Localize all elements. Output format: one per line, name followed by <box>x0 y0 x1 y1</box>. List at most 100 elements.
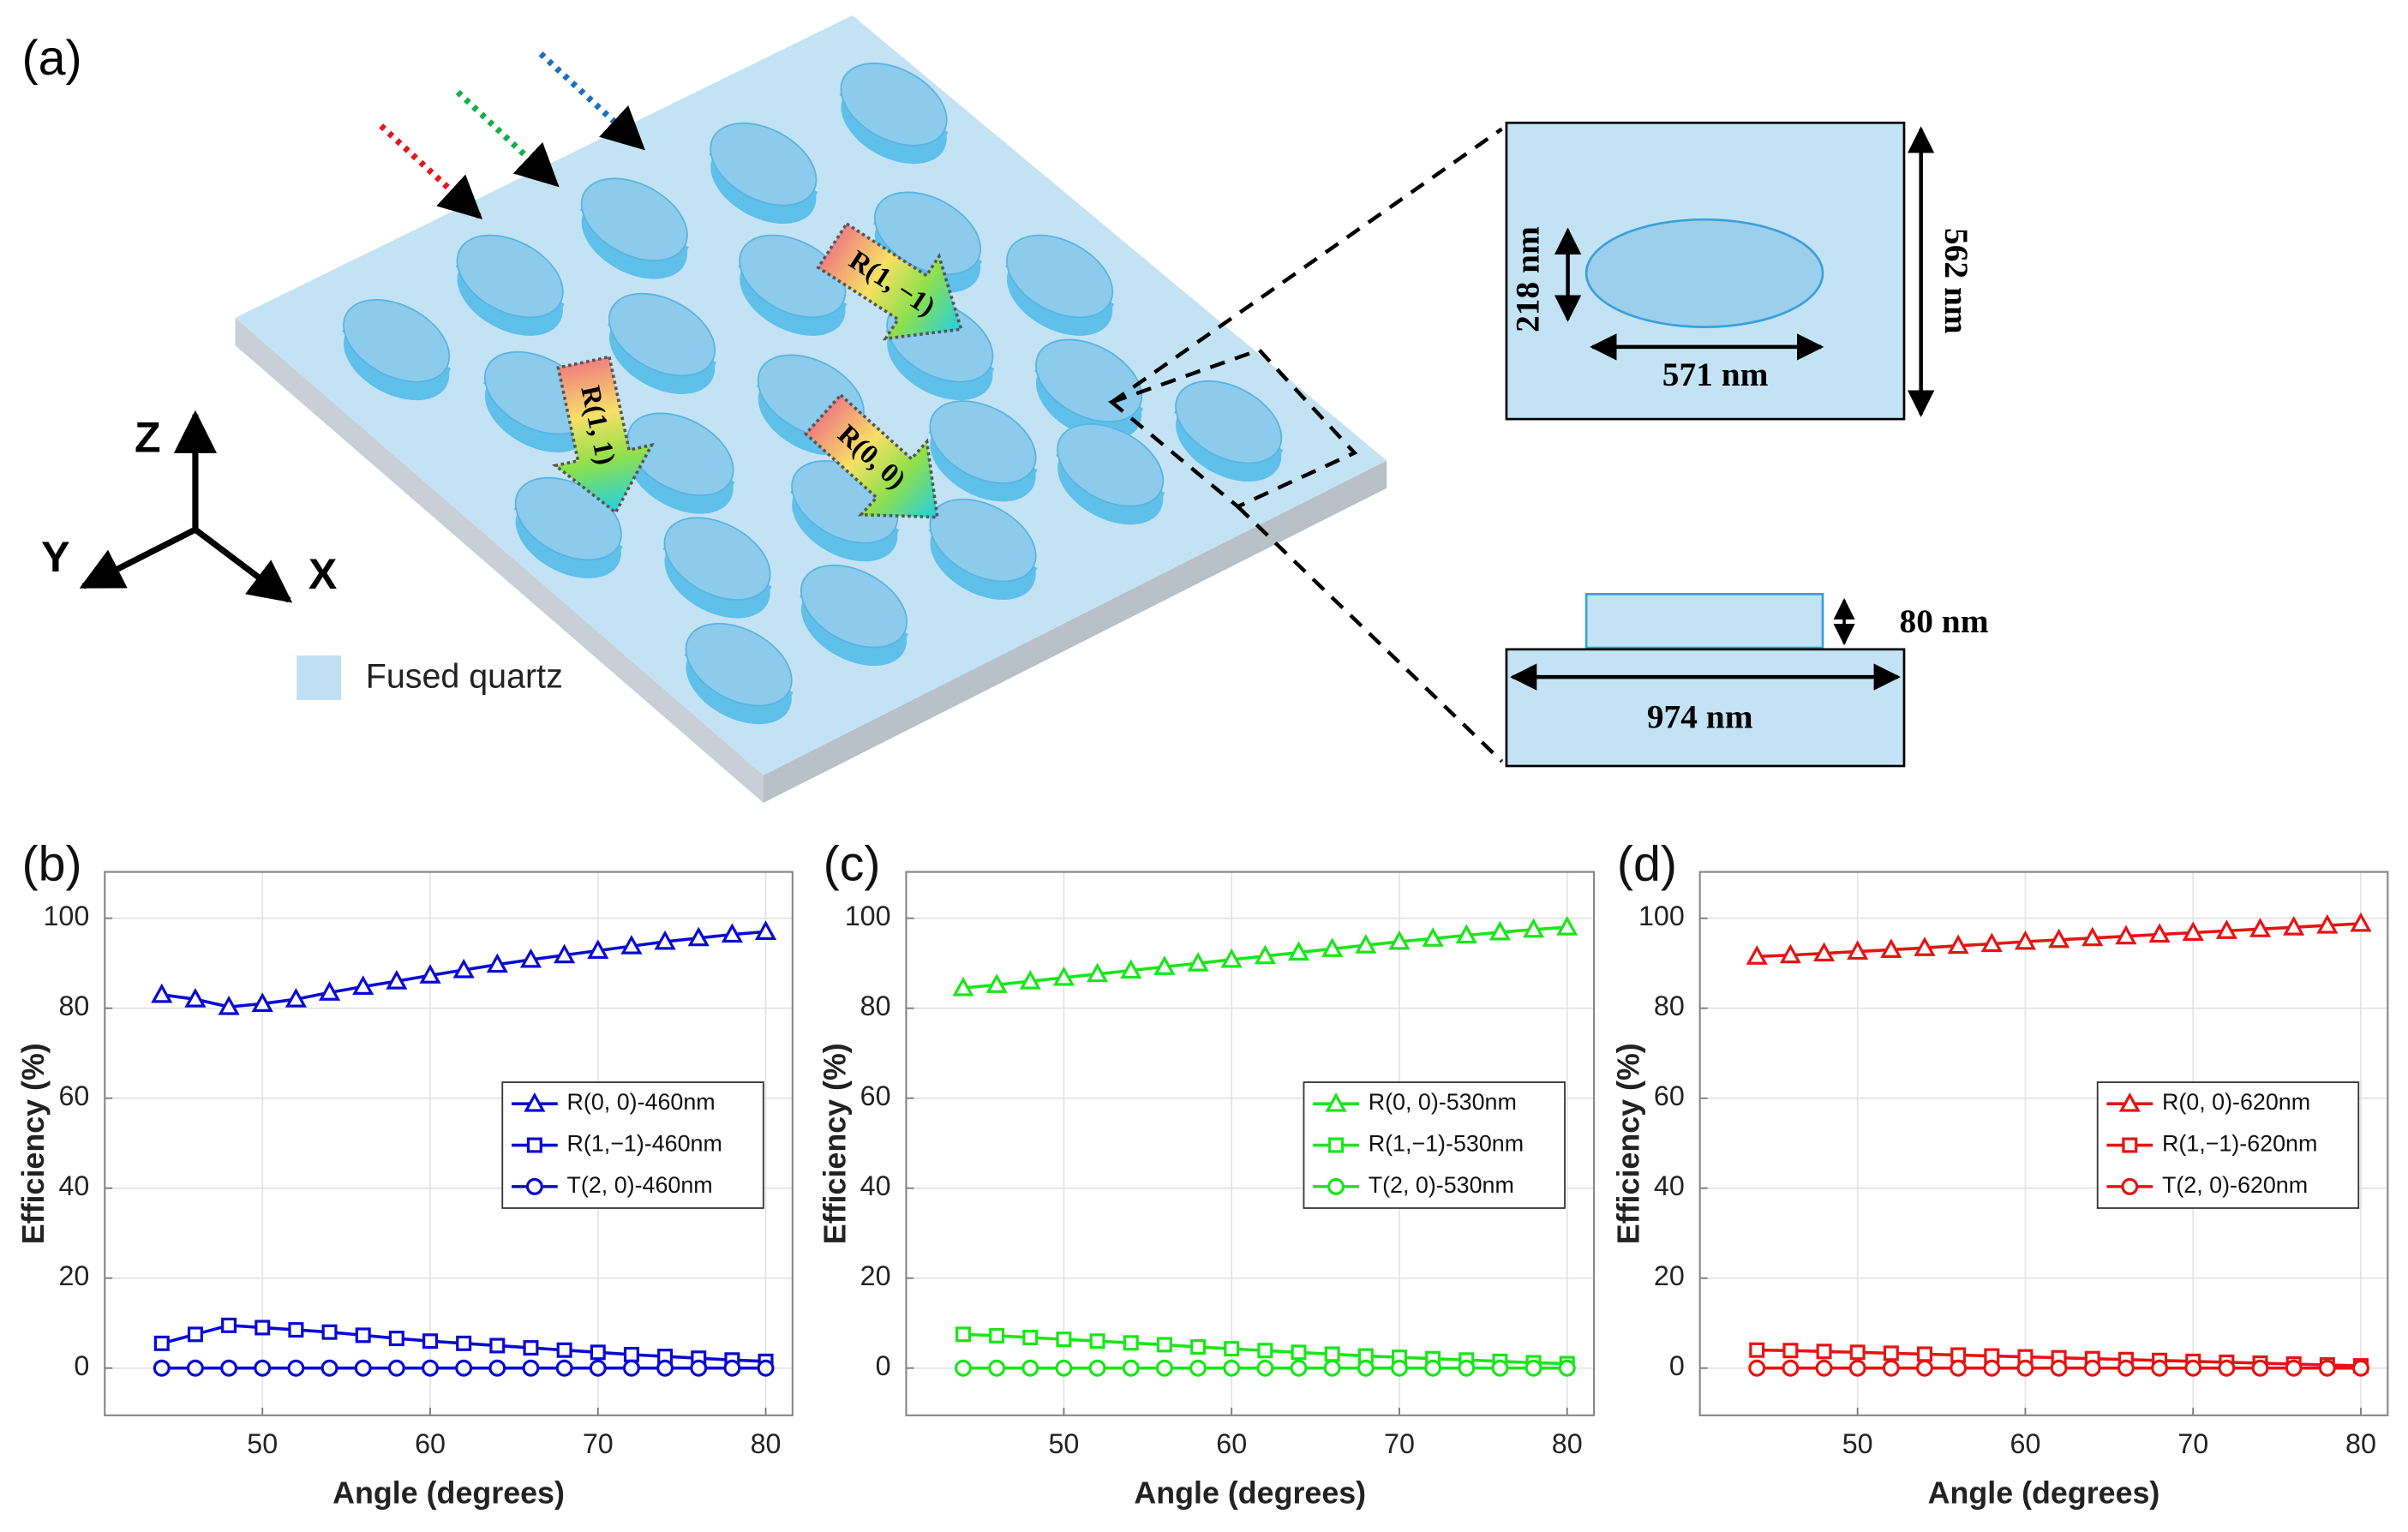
y-tick-label: 100 <box>1638 901 1685 931</box>
legend-label: R(1,−1)-620nm <box>2162 1131 2317 1157</box>
marker <box>318 981 341 1001</box>
pillar-top <box>840 63 948 147</box>
pillar-top <box>608 292 716 377</box>
marker <box>1357 1359 1375 1377</box>
y-tick-label: 20 <box>1654 1260 1685 1291</box>
marker <box>2016 1359 2034 1377</box>
y-tick-label: 40 <box>58 1170 89 1201</box>
marker <box>1257 1343 1273 1359</box>
marker <box>656 1359 674 1377</box>
plot-frame <box>104 871 794 1416</box>
marker <box>721 923 743 943</box>
marker <box>1223 1359 1241 1377</box>
marker <box>387 1359 405 1377</box>
marker <box>251 992 273 1012</box>
marker <box>589 1359 607 1377</box>
marker <box>519 948 542 968</box>
marker <box>1916 1359 1933 1377</box>
marker <box>1779 943 1801 964</box>
marker <box>1290 1359 1308 1377</box>
marker <box>184 988 207 1008</box>
y-tick-label: 0 <box>74 1350 89 1381</box>
legend-marker <box>1328 1137 1345 1153</box>
axis-label: Y <box>41 533 69 581</box>
marker <box>955 1359 972 1377</box>
y-tick-label: 80 <box>860 990 891 1021</box>
pillar-top <box>626 412 734 497</box>
pillar-top <box>1006 234 1114 319</box>
marker <box>1056 1332 1072 1348</box>
marker <box>2352 1359 2369 1377</box>
y-tick-label: 40 <box>860 1170 891 1201</box>
marker <box>1190 1339 1207 1355</box>
marker <box>452 958 475 978</box>
marker <box>1848 1359 1866 1377</box>
marker <box>1155 1359 1173 1377</box>
pillars <box>342 63 1284 725</box>
x-tick-label: 50 <box>1049 1428 1080 1459</box>
marker <box>1424 1359 1442 1377</box>
marker <box>1122 1359 1140 1377</box>
legend-label: T(2, 0)-620nm <box>2162 1172 2308 1198</box>
marker <box>2182 921 2204 941</box>
marker <box>455 1359 473 1377</box>
legend-label: T(2, 0)-530nm <box>1369 1172 1514 1198</box>
marker <box>1782 1359 1800 1377</box>
marker <box>288 1322 304 1338</box>
marker <box>1321 937 1344 957</box>
legend-label: R(1,−1)-460nm <box>566 1131 722 1157</box>
marker <box>1455 924 1477 944</box>
marker <box>1491 1359 1509 1377</box>
marker <box>2115 925 2137 945</box>
x-tick-label: 80 <box>1552 1428 1583 1459</box>
marker <box>486 953 508 973</box>
x-axis-label: Angle (degrees) <box>332 1475 565 1510</box>
marker <box>2151 1359 2169 1377</box>
legend-marker <box>524 1092 546 1112</box>
marker <box>186 1359 204 1377</box>
marker <box>1522 918 1545 938</box>
marker <box>1782 1343 1799 1359</box>
x-tick-label: 80 <box>751 1428 782 1459</box>
legend-label: Fused quartz <box>366 657 563 695</box>
marker <box>1917 1346 1933 1362</box>
y-tick-label: 100 <box>845 901 891 931</box>
marker <box>2117 1359 2135 1377</box>
marker <box>1087 962 1109 983</box>
marker <box>687 926 710 947</box>
marker <box>985 973 1008 993</box>
marker <box>2285 1359 2303 1377</box>
marker <box>1187 952 1209 972</box>
dimension-label: 562 nm <box>1938 228 1975 334</box>
marker <box>587 939 609 959</box>
side-view <box>1505 592 1906 768</box>
x-tick-label: 70 <box>583 1428 614 1459</box>
x-axis-label: Angle (degrees) <box>1134 1475 1366 1510</box>
marker <box>1458 1359 1476 1377</box>
x-tick-label: 60 <box>2010 1428 2041 1459</box>
y-axis-label: Efficiency (%) <box>1612 1043 1646 1244</box>
marker <box>2050 1359 2068 1377</box>
marker <box>1089 1333 1105 1349</box>
pillar-top <box>710 122 818 206</box>
legend-label: R(1,−1)-530nm <box>1369 1131 1524 1157</box>
y-tick-label: 20 <box>860 1260 891 1291</box>
marker <box>723 1359 741 1377</box>
marker <box>620 935 643 955</box>
marker <box>1847 940 1869 960</box>
marker <box>2215 919 2237 939</box>
beam-arrow: R(1, 1) <box>552 355 655 515</box>
y-tick-label: 80 <box>58 990 89 1021</box>
marker <box>285 988 307 1008</box>
pillar-top <box>1175 380 1283 464</box>
marker <box>1524 1359 1542 1377</box>
marker <box>1883 1345 1899 1361</box>
marker <box>1088 1359 1106 1377</box>
legend-label: R(0, 0)-620nm <box>2162 1089 2310 1115</box>
marker <box>2318 1359 2336 1377</box>
marker <box>1558 1359 1576 1377</box>
top-view <box>1505 121 1935 421</box>
marker <box>321 1324 338 1340</box>
marker <box>1019 970 1041 990</box>
